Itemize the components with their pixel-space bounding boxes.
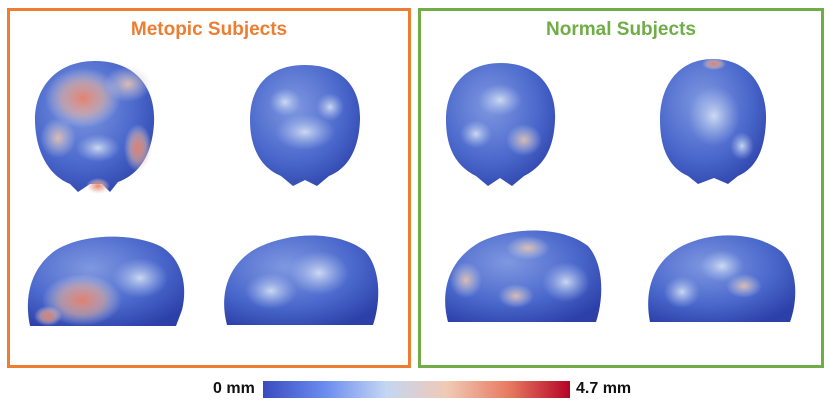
normal-skull-front-1	[446, 63, 556, 186]
normal-panel-title: Normal Subjects	[546, 19, 696, 40]
colorbar-min-label: 0 mm	[213, 380, 255, 397]
metopic-skull-side-2	[224, 235, 379, 325]
colorbar-max-label: 4.7 mm	[576, 380, 632, 397]
normal-skull-side-2	[648, 235, 796, 322]
colorbar	[263, 381, 570, 398]
metopic-skull-front-1	[34, 61, 155, 194]
metopic-skull-side-1	[27, 236, 185, 326]
metopic-skull-front-2	[250, 65, 361, 186]
normal-skull-side-1	[445, 230, 602, 322]
metopic-panel: Metopic Subjects	[7, 8, 411, 368]
normal-skull-front-2	[660, 58, 767, 184]
normal-panel: Normal Subjects	[418, 8, 824, 368]
metopic-panel-title: Metopic Subjects	[130, 19, 288, 40]
